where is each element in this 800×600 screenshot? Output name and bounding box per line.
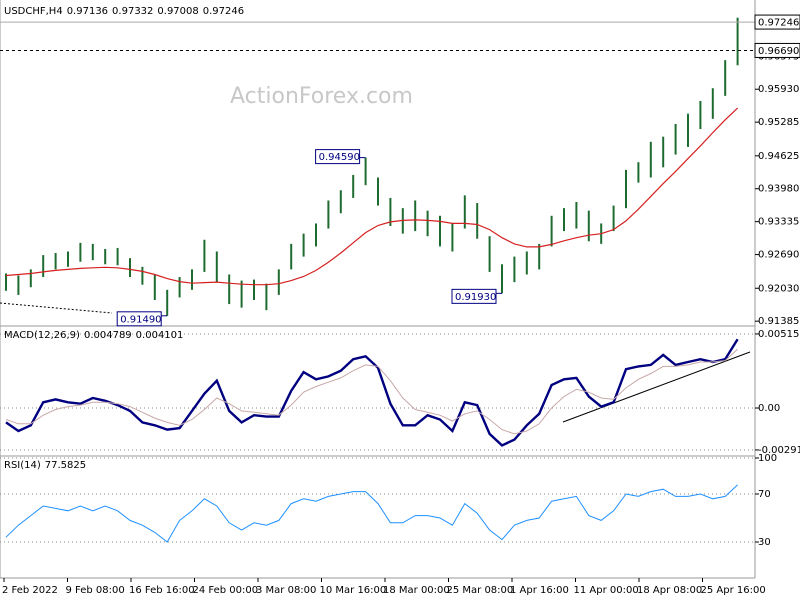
annotation-box (116, 311, 162, 327)
level-label: 0.96690 (758, 46, 799, 57)
last-price-box (754, 14, 800, 30)
y-tick-label: 0.93980 (758, 184, 799, 195)
x-tick-label: 2 Feb 2022 (2, 585, 58, 596)
x-tick-label: 16 Feb 16:00 (129, 585, 195, 596)
panel-header: RSI(14) 77.5825 (4, 460, 86, 471)
y-tick-label: -0.002918 (758, 445, 800, 456)
header-value: 0.004101 (136, 330, 184, 341)
y-tick-label: 0.95930 (758, 84, 799, 95)
header-value: 0.97332 (112, 6, 153, 17)
watermark: ActionForex.com (230, 84, 413, 109)
x-tick-label: 3 Mar 08:00 (256, 585, 316, 596)
y-tick-label: 0.95285 (758, 117, 799, 128)
header-value: RSI(14) (4, 460, 41, 471)
y-tick-label: 0.92030 (758, 283, 799, 294)
annotation-label: 0.94590 (319, 152, 360, 163)
y-tick-label: 0.00 (758, 403, 780, 414)
x-tick-label: 18 Apr 08:00 (637, 585, 702, 596)
trend-line (562, 351, 751, 423)
last-price-label: 0.97246 (758, 18, 799, 29)
header-value: 77.5825 (45, 460, 86, 471)
rsi-line (5, 484, 738, 543)
x-tick-label: 10 Mar 16:00 (320, 585, 387, 596)
y-tick-label: 0.93335 (758, 217, 799, 228)
x-tick-label: 25 Mar 08:00 (447, 585, 514, 596)
y-tick-label: 0.92690 (758, 250, 799, 261)
y-tick-label: 0.005156 (758, 329, 800, 340)
annotation-box (315, 149, 361, 165)
x-tick-label: 9 Feb 08:00 (66, 585, 125, 596)
header-value: MACD(12,26,9) (4, 330, 80, 341)
y-tick-label: 0.91385 (758, 316, 799, 327)
macd-line (5, 338, 739, 447)
y-tick-label: 100 (758, 453, 777, 464)
x-tick-label: 24 Feb 00:00 (193, 585, 259, 596)
header-value: 0.97008 (157, 6, 198, 17)
panel-header: MACD(12,26,9) 0.004789 0.004101 (4, 330, 183, 341)
y-tick-label: 70 (758, 489, 771, 500)
header-value: 0.97246 (203, 6, 244, 17)
annotation-label: 0.91490 (120, 314, 161, 325)
header-value: USDCHF,H4 (4, 6, 63, 17)
panel-header: USDCHF,H4 0.97136 0.97332 0.97008 0.97246 (4, 6, 244, 17)
moving-average (5, 107, 739, 286)
level-box (754, 42, 800, 58)
annotation-label: 0.91930 (455, 292, 496, 303)
header-value: 0.97136 (67, 6, 108, 17)
header-value: 0.004789 (84, 330, 132, 341)
x-tick-label: 18 Mar 00:00 (383, 585, 450, 596)
annotation-box (451, 288, 497, 304)
x-tick-label: 11 Apr 00:00 (574, 585, 639, 596)
y-tick-label: 0.94625 (758, 151, 799, 162)
macd-line (5, 348, 738, 435)
trend-line (0, 302, 113, 314)
y-tick-label: 30 (758, 537, 771, 548)
x-tick-label: 1 Apr 16:00 (510, 585, 569, 596)
x-tick-label: 25 Apr 16:00 (701, 585, 766, 596)
